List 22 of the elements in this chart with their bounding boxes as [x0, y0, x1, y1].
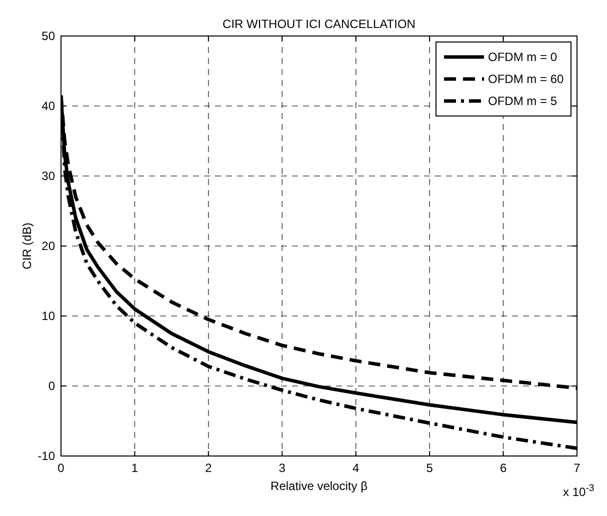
- chart-title: CIR WITHOUT ICI CANCELLATION: [222, 17, 416, 31]
- x-tick-label: 7: [574, 461, 581, 475]
- x-axis-title: Relative velocity β: [270, 479, 368, 493]
- x-tick-label: 4: [352, 461, 360, 475]
- legend-label: OFDM m = 60: [488, 72, 564, 86]
- x-tick-label: 6: [500, 461, 507, 475]
- x-tick-label: 1: [131, 461, 138, 475]
- y-tick-label: 50: [42, 29, 56, 43]
- y-tick-label: 10: [42, 309, 56, 323]
- y-tick-label: 0: [48, 379, 56, 393]
- y-tick-label: 30: [42, 169, 56, 183]
- y-axis-title: CIR (dB): [20, 222, 34, 270]
- y-tick-label: -10: [38, 449, 56, 463]
- y-tick-label: 20: [42, 239, 56, 253]
- text: x 10$^{-3}$: [563, 482, 594, 499]
- legend-label: OFDM m = 5: [488, 94, 558, 108]
- y-tick-label: 40: [42, 99, 56, 113]
- x-tick-label: 5: [426, 461, 434, 475]
- x-tick-label: 3: [278, 461, 286, 475]
- x-tick-label: 2: [205, 461, 212, 475]
- x-tick-label: 0: [58, 461, 65, 475]
- legend-label: OFDM m = 0: [488, 50, 558, 64]
